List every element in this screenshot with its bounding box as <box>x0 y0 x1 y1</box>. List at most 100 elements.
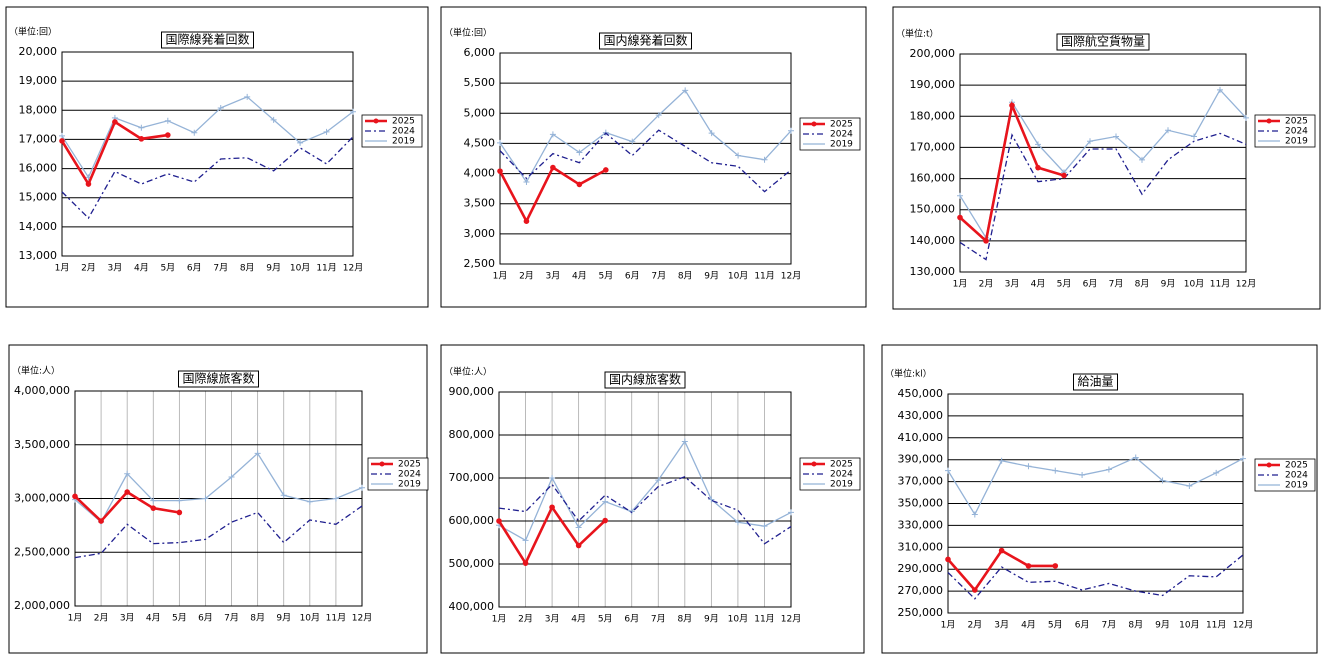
point-marker <box>332 495 339 502</box>
title-frame <box>1073 373 1118 391</box>
x-tick-label: 11月 <box>754 271 774 282</box>
x-tick-label: 8月 <box>1135 279 1150 290</box>
point-marker <box>1105 466 1112 473</box>
title-frame <box>178 370 259 388</box>
x-tick-label: 6月 <box>624 614 639 625</box>
legend-label: 2019 <box>398 480 421 490</box>
x-tick-label: 11月 <box>754 614 774 625</box>
point-marker <box>1035 141 1041 148</box>
series-line <box>74 505 363 559</box>
series-line <box>947 456 1244 516</box>
x-tick-label: 1月 <box>953 279 968 290</box>
point-marker <box>945 467 951 474</box>
x-tick-label: 12月 <box>781 271 801 282</box>
point-marker <box>549 131 556 138</box>
point-marker <box>176 497 183 504</box>
x-tick-label: 11月 <box>1206 620 1226 631</box>
x-tick-label: 2月 <box>519 271 534 282</box>
panel-frame <box>881 344 1318 654</box>
legend-label: 2025 <box>830 460 853 470</box>
point-marker <box>735 152 742 159</box>
point-marker <box>124 470 131 477</box>
series-line <box>959 132 1247 261</box>
point-marker <box>202 495 209 502</box>
point-marker <box>576 149 583 156</box>
x-tick-label: 7月 <box>1109 279 1124 290</box>
x-tick-label: 3月 <box>994 620 1009 631</box>
point-marker <box>72 493 78 500</box>
x-tick-label: 6月 <box>1075 620 1090 631</box>
point-marker <box>98 518 104 524</box>
point-marker <box>761 523 768 530</box>
chart-panel: 250,000 270,000 290,000 310,000 330,000 350,0… <box>881 344 1318 654</box>
y-tick-label: 6,000 <box>464 46 496 59</box>
x-tick-label: 9月 <box>276 613 291 624</box>
chart-title: 国際線発着回数 <box>165 32 249 47</box>
point-marker <box>998 547 1005 554</box>
point-marker <box>165 132 171 138</box>
point-marker <box>1165 127 1171 134</box>
x-tick-label: 3月 <box>108 263 123 274</box>
point-marker <box>323 128 330 135</box>
point-marker <box>59 138 65 144</box>
x-tick-label: 8月 <box>678 271 693 282</box>
x-tick-label: 8月 <box>240 263 255 274</box>
series-line <box>499 89 792 184</box>
chart-title: 国内線発着回数 <box>603 33 687 48</box>
point-marker <box>998 457 1005 464</box>
y-tick-label: 900,000 <box>449 385 495 398</box>
y-tick-label: 5,500 <box>464 76 496 89</box>
plot-frame <box>61 51 354 257</box>
x-tick-label: 1月 <box>492 614 507 625</box>
plot-frame <box>947 393 1244 614</box>
point-marker <box>957 192 963 199</box>
y-tick-label: 16,000 <box>19 162 58 175</box>
y-tick-label: 290,000 <box>898 562 944 575</box>
point-marker <box>280 492 287 499</box>
point-marker <box>708 496 715 503</box>
panel-frame <box>440 344 865 654</box>
x-tick-label: 10月 <box>728 271 748 282</box>
legend-label: 2019 <box>1285 137 1308 147</box>
x-tick-label: 9月 <box>266 263 281 274</box>
point-marker <box>1025 563 1032 569</box>
chart-title: 給油量 <box>1077 375 1113 389</box>
legend-label: 2024 <box>830 130 853 140</box>
legend-frame <box>367 457 429 491</box>
x-tick-label: 5月 <box>160 263 175 274</box>
series-line <box>74 452 363 524</box>
y-tick-label: 330,000 <box>898 518 944 531</box>
chart-title: 国際航空貨物量 <box>1061 34 1145 49</box>
chart-panel: 130,000 140,000 150,000 160,000 170,000 180,0… <box>892 6 1321 310</box>
point-marker <box>1186 482 1193 489</box>
x-tick-label: 3月 <box>545 614 560 625</box>
y-tick-label: 160,000 <box>910 172 956 185</box>
y-tick-label: 20,000 <box>19 45 58 58</box>
unit-label: （単位:人） <box>444 366 492 378</box>
legend-label: 2019 <box>830 480 853 490</box>
x-tick-label: 6月 <box>625 271 640 282</box>
y-tick-label: 500,000 <box>449 557 495 570</box>
x-tick-label: 9月 <box>704 271 719 282</box>
point-marker <box>550 164 556 171</box>
point-marker <box>788 509 794 516</box>
point-marker <box>575 524 582 531</box>
series-line <box>61 96 354 179</box>
chart-panel: 400,000 500,000 600,000 700,000 800,000 900,0… <box>440 344 865 654</box>
y-tick-label: 190,000 <box>910 78 956 91</box>
x-tick-label: 1月 <box>493 271 508 282</box>
y-tick-label: 150,000 <box>910 203 956 216</box>
x-tick-label: 5月 <box>1057 279 1072 290</box>
point-marker <box>1217 86 1223 93</box>
y-tick-label: 390,000 <box>898 453 944 466</box>
x-tick-label: 1月 <box>941 620 956 631</box>
point-marker <box>682 87 689 94</box>
x-tick-label: 5月 <box>598 271 613 282</box>
y-tick-label: 4,000,000 <box>14 384 70 397</box>
y-tick-label: 3,500 <box>464 197 496 210</box>
point-marker <box>1191 133 1197 140</box>
x-tick-label: 1月 <box>68 613 83 624</box>
point-marker <box>306 498 313 505</box>
